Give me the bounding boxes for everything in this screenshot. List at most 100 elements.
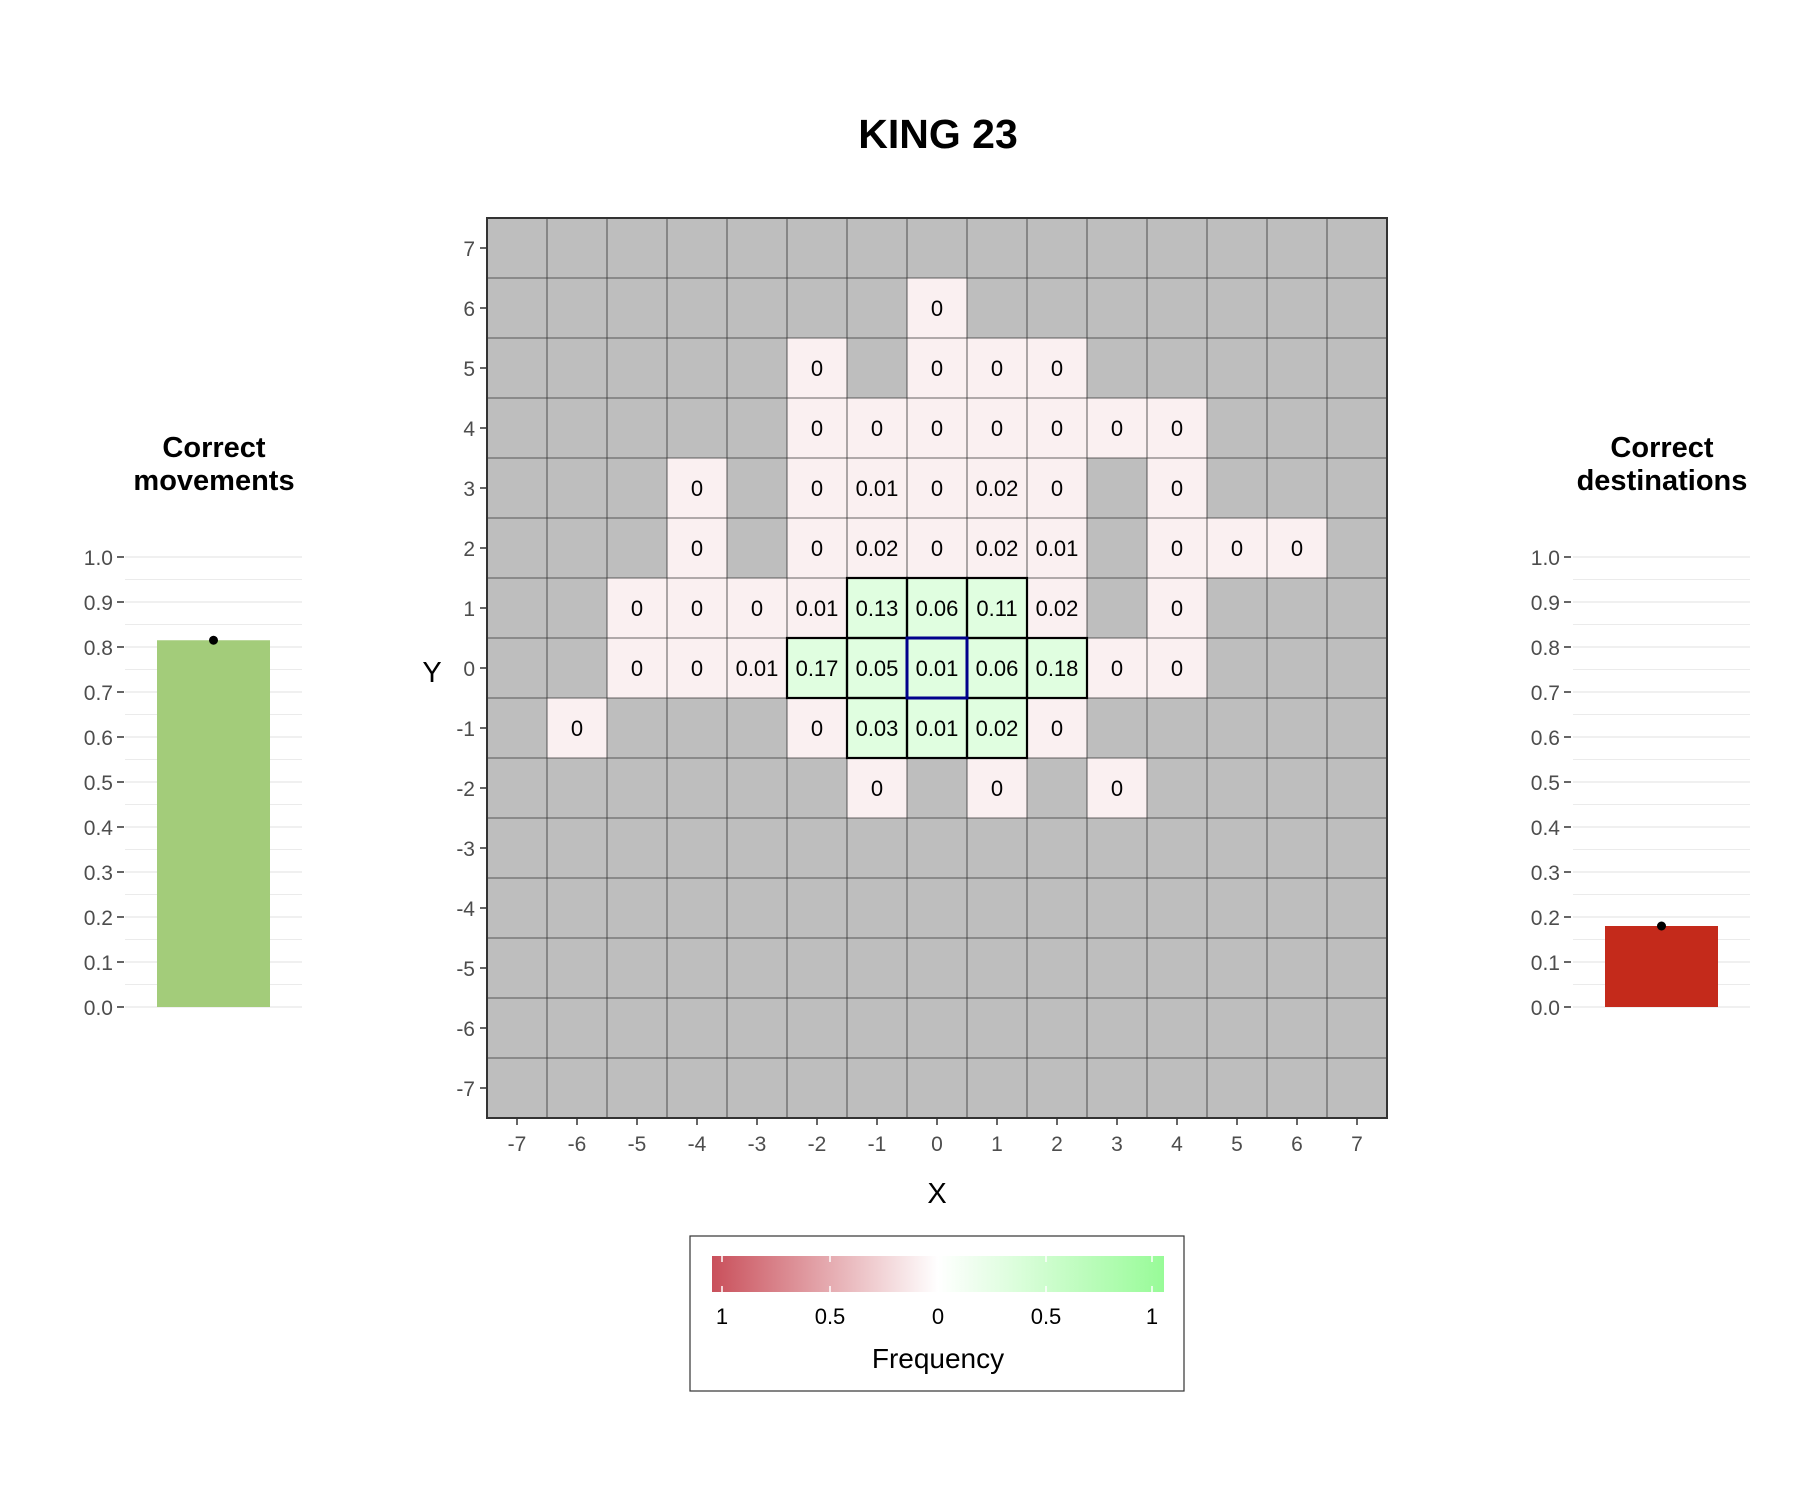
cell-value-label: 0 (751, 596, 763, 621)
cell-value-label: 0 (811, 716, 823, 741)
cell-value-label: 0 (1051, 716, 1063, 741)
cell-value-label: 0 (691, 536, 703, 561)
bar-y-tick-label: 0.7 (1531, 682, 1560, 705)
bar-y-tick-label: 0.6 (1531, 727, 1560, 750)
cell-value-label: 0 (1171, 476, 1183, 501)
y-tick-label: 3 (463, 478, 475, 501)
heatmap-cell (907, 518, 967, 578)
heatmap-cell (907, 278, 967, 338)
heatmap-cell (847, 518, 907, 578)
heatmap-cell (967, 338, 1027, 398)
y-tick-label: -6 (456, 1018, 475, 1041)
cell-value-label: 0 (871, 416, 883, 441)
x-tick-label: 1 (991, 1133, 1003, 1156)
heatmap-cell (1207, 518, 1267, 578)
x-tick-label: 3 (1111, 1133, 1123, 1156)
x-tick-label: -1 (868, 1133, 887, 1156)
bar-mean-point (209, 635, 218, 645)
x-tick-label: 7 (1351, 1133, 1363, 1156)
heatmap-cell (967, 518, 1027, 578)
heatmap-cell (1267, 518, 1327, 578)
y-tick-label: 2 (463, 538, 475, 561)
bar-y-tick-label: 1.0 (1531, 547, 1560, 570)
origin-cell-outline (905, 636, 969, 700)
heatmap-cell (967, 638, 1027, 698)
cell-value-label: 0 (571, 716, 583, 741)
heatmap-cell (907, 578, 967, 638)
correct-cell-outline (1025, 636, 1089, 700)
legend-tick-label: 0 (932, 1304, 944, 1329)
heatmap-cell (907, 458, 967, 518)
heatmap-cell (847, 578, 907, 638)
cell-value-label: 0.01 (1036, 536, 1079, 561)
y-tick-label: 5 (463, 358, 475, 381)
heatmap-cell (847, 458, 907, 518)
heatmap-cell (1147, 578, 1207, 638)
bar-y-tick-label: 0.7 (84, 682, 113, 705)
cell-value-label: 0 (1171, 536, 1183, 561)
x-tick-label: 5 (1231, 1133, 1243, 1156)
cell-value-label: 0 (631, 656, 643, 681)
cell-value-label: 0.02 (976, 716, 1019, 741)
cell-value-label: 0.05 (856, 656, 899, 681)
y-tick-label: 6 (463, 298, 475, 321)
cell-value-label: 0 (1051, 356, 1063, 381)
cell-value-label: 0 (1051, 476, 1063, 501)
bar-y-tick-label: 0.2 (1531, 907, 1560, 930)
chart-title: KING 23 (858, 111, 1018, 157)
cell-value-label: 0.18 (1036, 656, 1079, 681)
heatmap-cell (967, 458, 1027, 518)
x-tick-label: -2 (808, 1133, 827, 1156)
cell-value-label: 0.02 (856, 536, 899, 561)
cell-value-label: 0 (1291, 536, 1303, 561)
cell-value-label: 0 (991, 776, 1003, 801)
correct-cell-outline (965, 696, 1029, 760)
heatmap-cell (787, 518, 847, 578)
x-tick-label: 6 (1291, 1133, 1303, 1156)
bar-panel-title: Correct (1610, 432, 1713, 464)
heatmap-panel: 0 0 0 0 0 0 0 0 0 0 0 0 0 0 0.01 0 0.02 0 0 0 0 0.02 0 0.02 0.01… (422, 217, 1388, 1210)
bar-panel-title: Correct (162, 432, 265, 464)
cell-value-label: 0.01 (916, 716, 959, 741)
x-tick-label: -6 (568, 1133, 587, 1156)
heatmap-cell (1027, 338, 1087, 398)
heatmap-cell (787, 338, 847, 398)
heatmap-cell (1027, 518, 1087, 578)
heatmap-cell (967, 578, 1027, 638)
heatmap-cell (787, 458, 847, 518)
heatmap-cell (1087, 758, 1147, 818)
heatmap-cell (547, 698, 607, 758)
y-tick-label: 0 (463, 658, 475, 681)
y-tick-label: 4 (463, 418, 475, 441)
heatmap-cell (1027, 398, 1087, 458)
x-tick-label: -7 (508, 1133, 527, 1156)
cell-value-label: 0 (931, 536, 943, 561)
cell-value-label: 0 (931, 356, 943, 381)
bar-mean-point (1657, 921, 1666, 931)
bar-panel-title: movements (133, 465, 294, 497)
cell-value-label: 0.03 (856, 716, 899, 741)
bar-y-tick-label: 0.2 (84, 907, 113, 930)
heatmap-cell (667, 638, 727, 698)
cell-value-label: 0 (1171, 596, 1183, 621)
cell-value-label: 0 (991, 416, 1003, 441)
heatmap-cell (847, 638, 907, 698)
bar-y-tick-label: 1.0 (84, 547, 113, 570)
cell-value-label: 0 (931, 476, 943, 501)
heatmap-cell (727, 578, 787, 638)
heatmap-cell (1147, 458, 1207, 518)
bar-y-tick-label: 0.0 (1531, 997, 1560, 1020)
cell-value-label: 0.02 (1036, 596, 1079, 621)
heatmap-cell (907, 398, 967, 458)
cell-value-label: 0.01 (736, 656, 779, 681)
legend-tick-label: 1 (716, 1304, 728, 1329)
bar-y-tick-label: 0.3 (84, 862, 113, 885)
y-axis-label: Y (422, 657, 441, 689)
heatmap-cell (1147, 398, 1207, 458)
heatmap-cell (787, 698, 847, 758)
cell-value-label: 0 (1171, 656, 1183, 681)
cell-value-label: 0 (1111, 416, 1123, 441)
legend-tick-label: 0.5 (1031, 1304, 1062, 1329)
